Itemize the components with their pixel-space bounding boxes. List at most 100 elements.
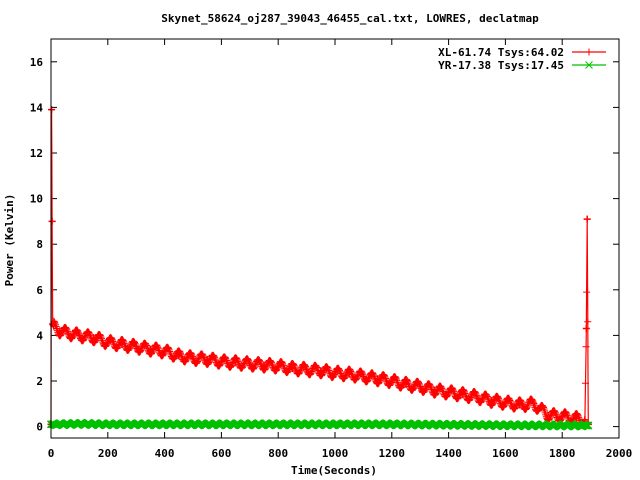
data-point-marker xyxy=(374,375,382,383)
data-point-marker xyxy=(325,366,333,374)
data-point-marker xyxy=(313,363,321,371)
data-point-marker xyxy=(523,403,531,411)
data-point-marker xyxy=(336,366,344,374)
data-point-marker xyxy=(365,375,373,383)
data-point-marker xyxy=(415,380,423,388)
y-tick-label: 0 xyxy=(36,421,43,434)
data-point-marker xyxy=(459,391,467,399)
data-point-marker xyxy=(256,358,264,366)
data-point-marker xyxy=(228,360,236,368)
data-point-marker xyxy=(330,420,340,429)
y-tick-label: 6 xyxy=(36,284,43,297)
data-point-marker xyxy=(439,387,447,395)
data-point-marker xyxy=(136,348,144,356)
data-point-marker xyxy=(329,373,337,381)
data-point-marker xyxy=(445,388,453,396)
data-point-marker xyxy=(530,400,538,408)
axes-group: 0 200 400 600 800 1000 1200 1400 1600 1800 2000 0 2 4… xyxy=(30,39,632,460)
data-point-marker xyxy=(249,365,257,373)
data-point-marker xyxy=(572,415,580,423)
data-point-marker xyxy=(189,354,197,362)
data-point-marker xyxy=(353,373,361,381)
data-point-marker xyxy=(430,386,438,394)
data-point-marker xyxy=(563,410,571,418)
data-point-marker xyxy=(539,403,547,411)
data-point-marker xyxy=(194,356,202,364)
data-point-marker xyxy=(450,389,458,397)
data-point-marker xyxy=(194,358,202,366)
x-axis-label: Time(Seconds) xyxy=(291,464,377,477)
x-tick-label: 400 xyxy=(155,447,175,460)
data-point-marker xyxy=(340,375,348,383)
chart-title: Skynet_58624_oj287_39043_46455_cal.txt, … xyxy=(161,12,539,25)
data-point-marker xyxy=(146,345,154,353)
x-tick-label: 200 xyxy=(98,447,118,460)
data-point-marker xyxy=(181,358,189,366)
data-point-marker xyxy=(363,378,371,386)
data-point-marker xyxy=(75,419,84,428)
x-tick-label: 600 xyxy=(211,447,231,460)
data-point-marker xyxy=(215,362,223,370)
data-point-marker xyxy=(238,364,246,372)
data-point-marker xyxy=(501,399,509,407)
data-point-marker xyxy=(495,396,503,404)
data-point-marker xyxy=(558,421,567,430)
data-point-marker xyxy=(512,402,520,410)
legend-swatch-marker xyxy=(585,61,593,69)
data-point-marker xyxy=(306,371,314,379)
x-tick-label: 800 xyxy=(268,447,288,460)
data-point-marker xyxy=(582,343,590,351)
data-point-marker xyxy=(528,395,536,403)
data-point-marker xyxy=(183,355,191,363)
data-point-marker xyxy=(325,368,333,376)
y-tick-label: 4 xyxy=(36,329,43,342)
data-point-marker xyxy=(507,400,515,408)
data-point-marker xyxy=(67,335,75,343)
data-point-marker xyxy=(454,395,462,403)
data-point-marker xyxy=(288,364,296,372)
data-point-marker xyxy=(97,333,105,341)
x-tick-label: 1000 xyxy=(322,447,349,460)
data-point-marker xyxy=(211,354,219,362)
data-point-marker xyxy=(226,363,234,371)
data-point-marker xyxy=(251,362,259,370)
data-point-marker xyxy=(165,345,173,353)
data-point-marker xyxy=(222,355,230,363)
series-group xyxy=(46,418,593,431)
data-point-marker xyxy=(90,334,98,342)
data-point-marker xyxy=(165,346,173,354)
data-point-marker xyxy=(166,349,174,357)
data-point-marker xyxy=(113,344,121,352)
data-point-marker xyxy=(295,370,303,378)
data-point-marker xyxy=(359,372,367,380)
data-point-marker xyxy=(336,368,344,376)
data-point-marker xyxy=(386,381,394,389)
data-point-marker xyxy=(426,382,434,390)
data-point-marker xyxy=(108,336,116,344)
data-point-marker xyxy=(118,341,126,349)
data-point-marker xyxy=(228,361,236,369)
data-point-marker xyxy=(132,343,140,351)
data-point-marker xyxy=(154,345,162,353)
data-point-marker xyxy=(217,358,225,366)
x-tick-label: 1800 xyxy=(549,447,576,460)
legend-swatch-marker xyxy=(585,48,593,56)
y-tick-label: 10 xyxy=(30,193,43,206)
data-point-marker xyxy=(438,386,446,394)
data-point-marker xyxy=(583,215,591,223)
data-point-marker xyxy=(331,369,339,377)
data-point-marker xyxy=(75,331,83,339)
data-point-marker xyxy=(392,375,400,383)
data-point-marker xyxy=(499,403,507,411)
data-point-marker xyxy=(246,360,254,368)
data-point-marker xyxy=(308,368,316,376)
data-point-marker xyxy=(516,401,524,409)
data-point-marker xyxy=(115,342,123,350)
data-point-marker xyxy=(296,368,304,376)
legend-label: XL-61.74 Tsys:64.02 xyxy=(438,46,564,59)
x-tick-label: 1600 xyxy=(492,447,519,460)
data-point-marker xyxy=(69,332,77,340)
data-point-marker xyxy=(552,410,560,418)
data-point-marker xyxy=(317,367,325,375)
